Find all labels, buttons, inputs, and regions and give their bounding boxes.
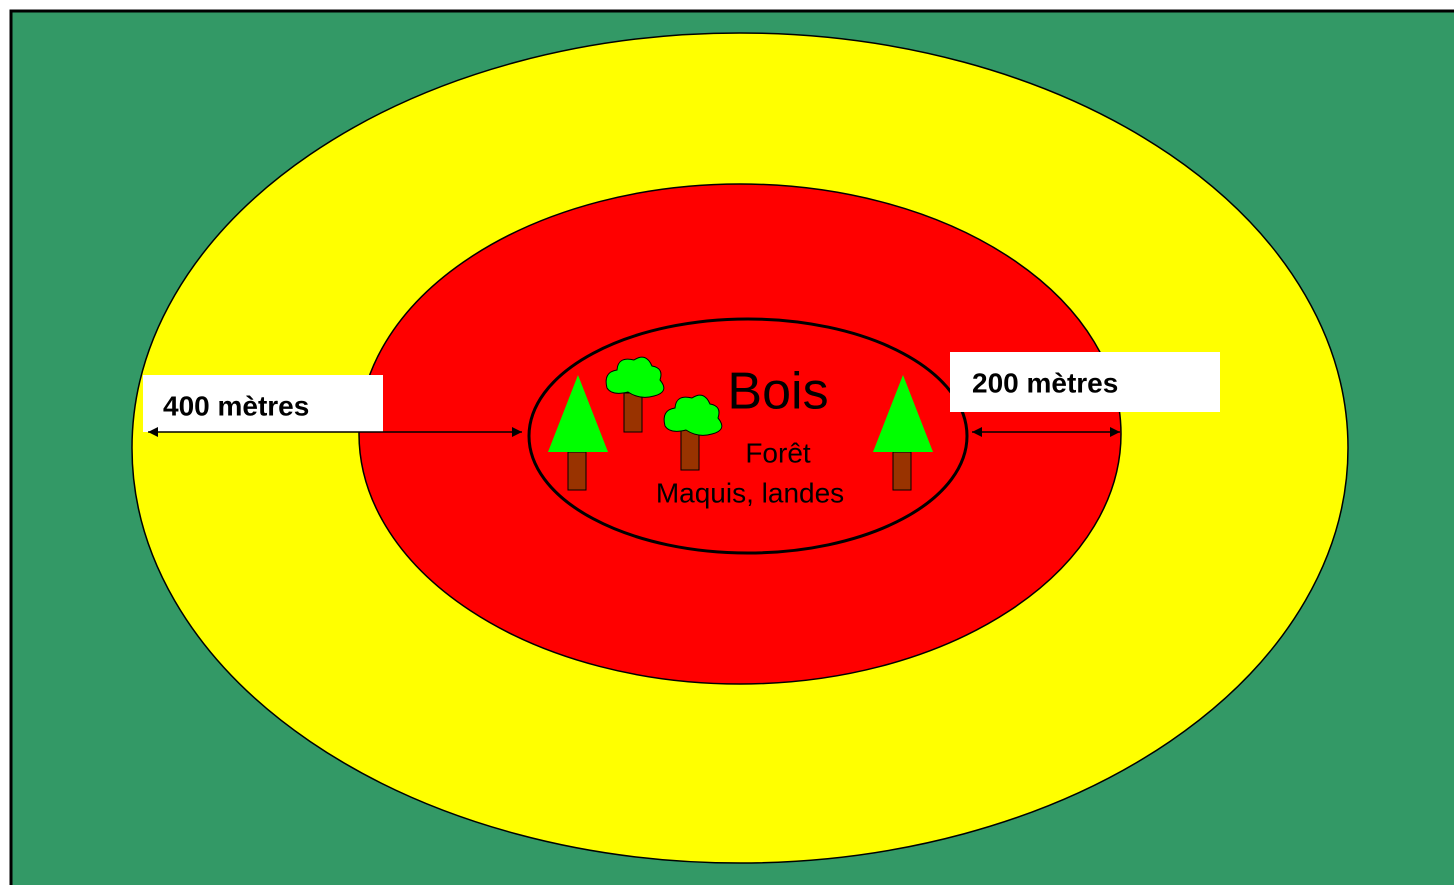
center-line: Maquis, landes [656,477,844,508]
center-title: Bois [727,363,828,421]
center-line: Forêt [745,437,811,468]
distance-label: 200 mètres [972,367,1118,398]
diagram: Bois Forêt Maquis, landes 400 mètres 200… [0,0,1454,885]
distance-label: 400 mètres [163,390,309,421]
